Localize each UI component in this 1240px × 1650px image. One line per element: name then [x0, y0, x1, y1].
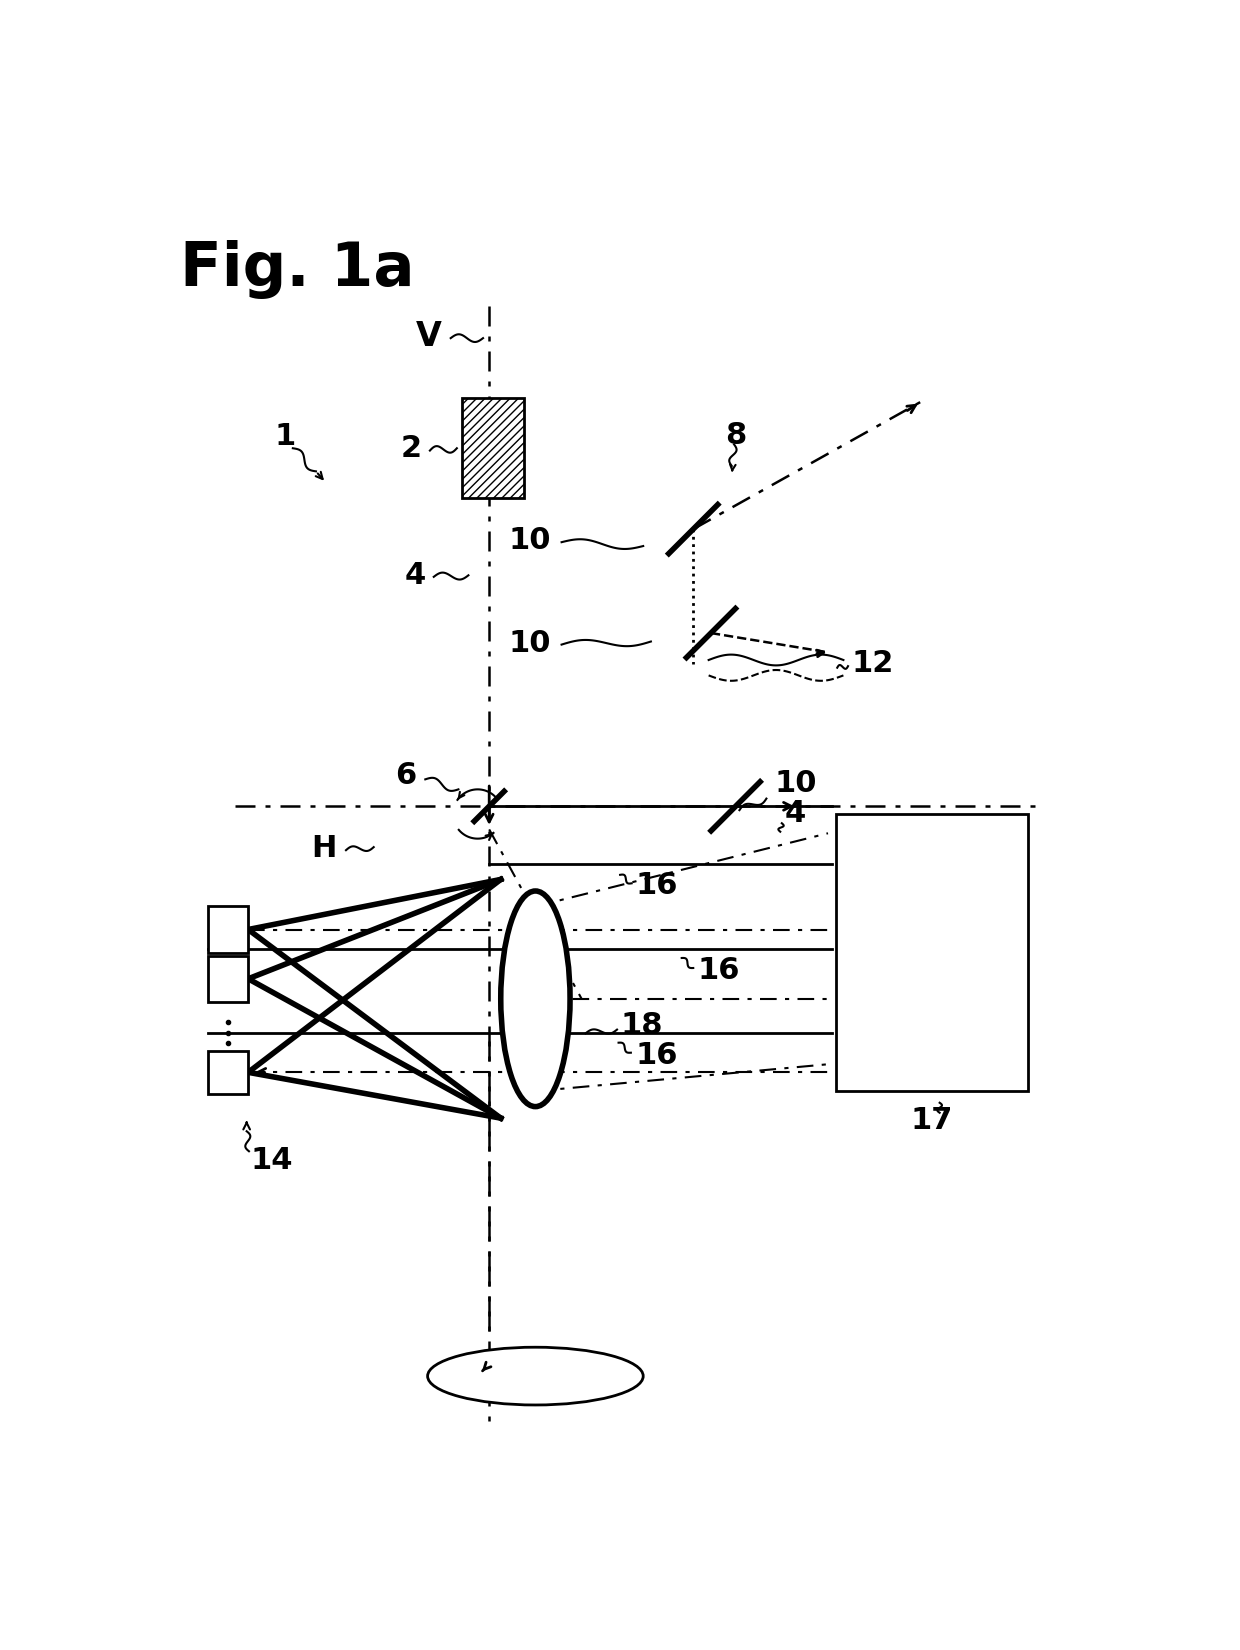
Text: 14: 14: [250, 1147, 293, 1175]
Text: 10: 10: [774, 769, 817, 797]
Bar: [208, 955, 248, 1002]
Text: 10: 10: [508, 629, 551, 658]
Bar: [836, 813, 1028, 1091]
Ellipse shape: [501, 891, 570, 1107]
Text: 17: 17: [910, 1106, 954, 1135]
Text: 8: 8: [725, 421, 746, 450]
Text: 1: 1: [274, 422, 296, 450]
Text: 18: 18: [620, 1011, 662, 1040]
Text: 16: 16: [635, 871, 678, 901]
Text: 10: 10: [508, 526, 551, 554]
Text: 16: 16: [697, 955, 739, 985]
Text: Fig. 1a: Fig. 1a: [180, 241, 414, 299]
Ellipse shape: [428, 1346, 644, 1406]
Text: 4: 4: [404, 561, 427, 589]
Text: 12: 12: [851, 650, 894, 678]
Text: 6: 6: [394, 761, 417, 790]
Text: V: V: [415, 320, 441, 353]
Text: 4: 4: [785, 800, 806, 828]
Bar: [463, 398, 523, 498]
Bar: [208, 1051, 248, 1094]
Bar: [463, 398, 523, 498]
Text: H: H: [311, 835, 337, 863]
Text: 2: 2: [401, 434, 422, 462]
Text: 16: 16: [635, 1041, 678, 1069]
Bar: [208, 906, 248, 952]
